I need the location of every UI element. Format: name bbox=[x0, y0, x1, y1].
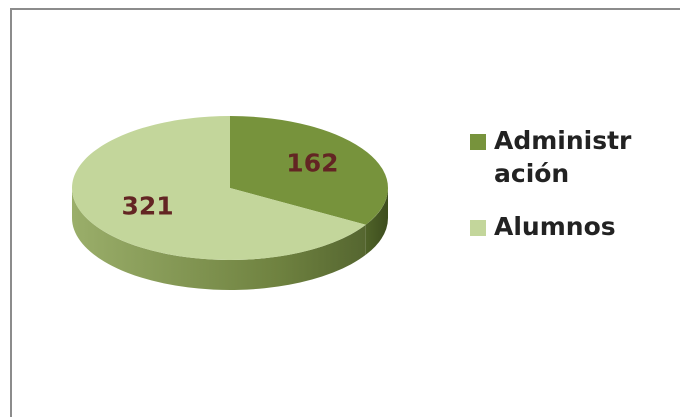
legend-item: Administración bbox=[470, 124, 644, 190]
data-label: 162 bbox=[286, 149, 338, 178]
pie-side bbox=[72, 188, 366, 291]
chart-frame bbox=[10, 8, 680, 417]
pie-side bbox=[365, 188, 389, 255]
legend-label: Administración bbox=[494, 126, 632, 188]
pie-slice bbox=[230, 116, 389, 225]
data-label: 321 bbox=[122, 191, 174, 220]
legend-label: Alumnos bbox=[494, 212, 616, 241]
legend: Administración Alumnos bbox=[470, 124, 644, 243]
pie-slice bbox=[72, 116, 366, 260]
legend-swatch bbox=[470, 220, 486, 236]
legend-swatch bbox=[470, 134, 486, 150]
legend-item: Alumnos bbox=[470, 210, 644, 243]
